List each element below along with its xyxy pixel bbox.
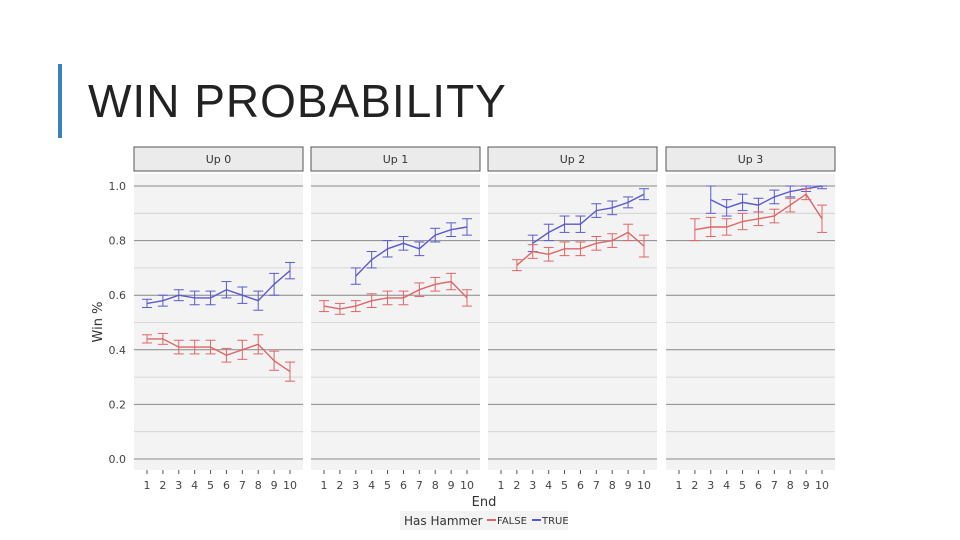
series-line-true [146,270,291,305]
x-tick-label: 2 [691,479,698,492]
facet-label: Up 3 [738,153,764,166]
y-tick-label: 0.8 [109,235,127,248]
x-tick-label: 6 [577,479,584,492]
x-tick-label: 2 [336,479,343,492]
x-tick-label: 9 [271,479,278,492]
panel-background [488,174,657,470]
series-line-true [532,193,645,244]
x-axis-label: End [472,495,497,510]
series-line-true [355,226,468,277]
x-tick-label: 7 [593,479,600,492]
panel-background [134,174,303,470]
x-tick-label: 8 [787,479,794,492]
x-tick-label: 3 [529,479,536,492]
facet-label: Up 0 [206,153,232,166]
x-tick-label: 10 [637,479,651,492]
x-tick-label: 9 [803,479,810,492]
facet-strip [665,146,836,172]
x-tick-label: 3 [175,479,182,492]
facet-label: Up 2 [560,153,586,166]
facet-label: Up 1 [383,153,409,166]
y-tick-label: 0.4 [109,344,127,357]
x-tick-label: 2 [159,479,166,492]
x-tick-label: 5 [384,479,391,492]
x-tick-label: 5 [739,479,746,492]
facet-strip [487,146,658,172]
y-tick-label: 0.6 [109,289,127,302]
y-tick-label: 1.0 [109,180,127,193]
x-tick-label: 1 [498,479,505,492]
x-tick-label: 1 [321,479,328,492]
x-tick-label: 5 [561,479,568,492]
y-tick-label: 0.2 [109,398,127,411]
slide-title: WIN PROBABILITY [88,75,507,127]
x-tick-label: 3 [707,479,714,492]
y-axis-label: Win % [91,302,106,343]
title-accent-bar [58,64,62,138]
x-tick-label: 8 [432,479,439,492]
facet-strip [133,146,304,172]
x-tick-label: 4 [723,479,730,492]
x-tick-label: 3 [352,479,359,492]
x-tick-label: 10 [460,479,474,492]
x-tick-label: 6 [223,479,230,492]
series-line-false [147,338,291,373]
x-tick-label: 10 [815,479,829,492]
facet-strip [310,146,481,172]
x-tick-label: 7 [771,479,778,492]
panel-background [666,174,835,470]
x-tick-label: 4 [191,479,198,492]
series-line-false [323,280,468,310]
x-tick-label: 7 [416,479,423,492]
x-tick-label: 1 [676,479,683,492]
x-tick-label: 8 [609,479,616,492]
x-tick-label: 6 [400,479,407,492]
x-tick-label: 10 [283,479,297,492]
x-tick-label: 6 [755,479,762,492]
x-tick-label: 7 [239,479,246,492]
x-tick-label: 5 [207,479,214,492]
legend-entry-true: TRUE [541,516,569,527]
x-tick-label: 9 [625,479,632,492]
x-tick-label: 2 [513,479,520,492]
legend-title: Has Hammer [404,514,483,528]
legend-entry-false: FALSE [497,516,527,527]
legend-box [400,511,568,530]
x-tick-label: 8 [255,479,262,492]
x-tick-label: 1 [144,479,151,492]
y-tick-label: 0.0 [109,453,127,466]
x-tick-label: 4 [545,479,552,492]
x-tick-label: 9 [448,479,455,492]
x-tick-label: 4 [368,479,375,492]
panel-background [311,174,480,470]
